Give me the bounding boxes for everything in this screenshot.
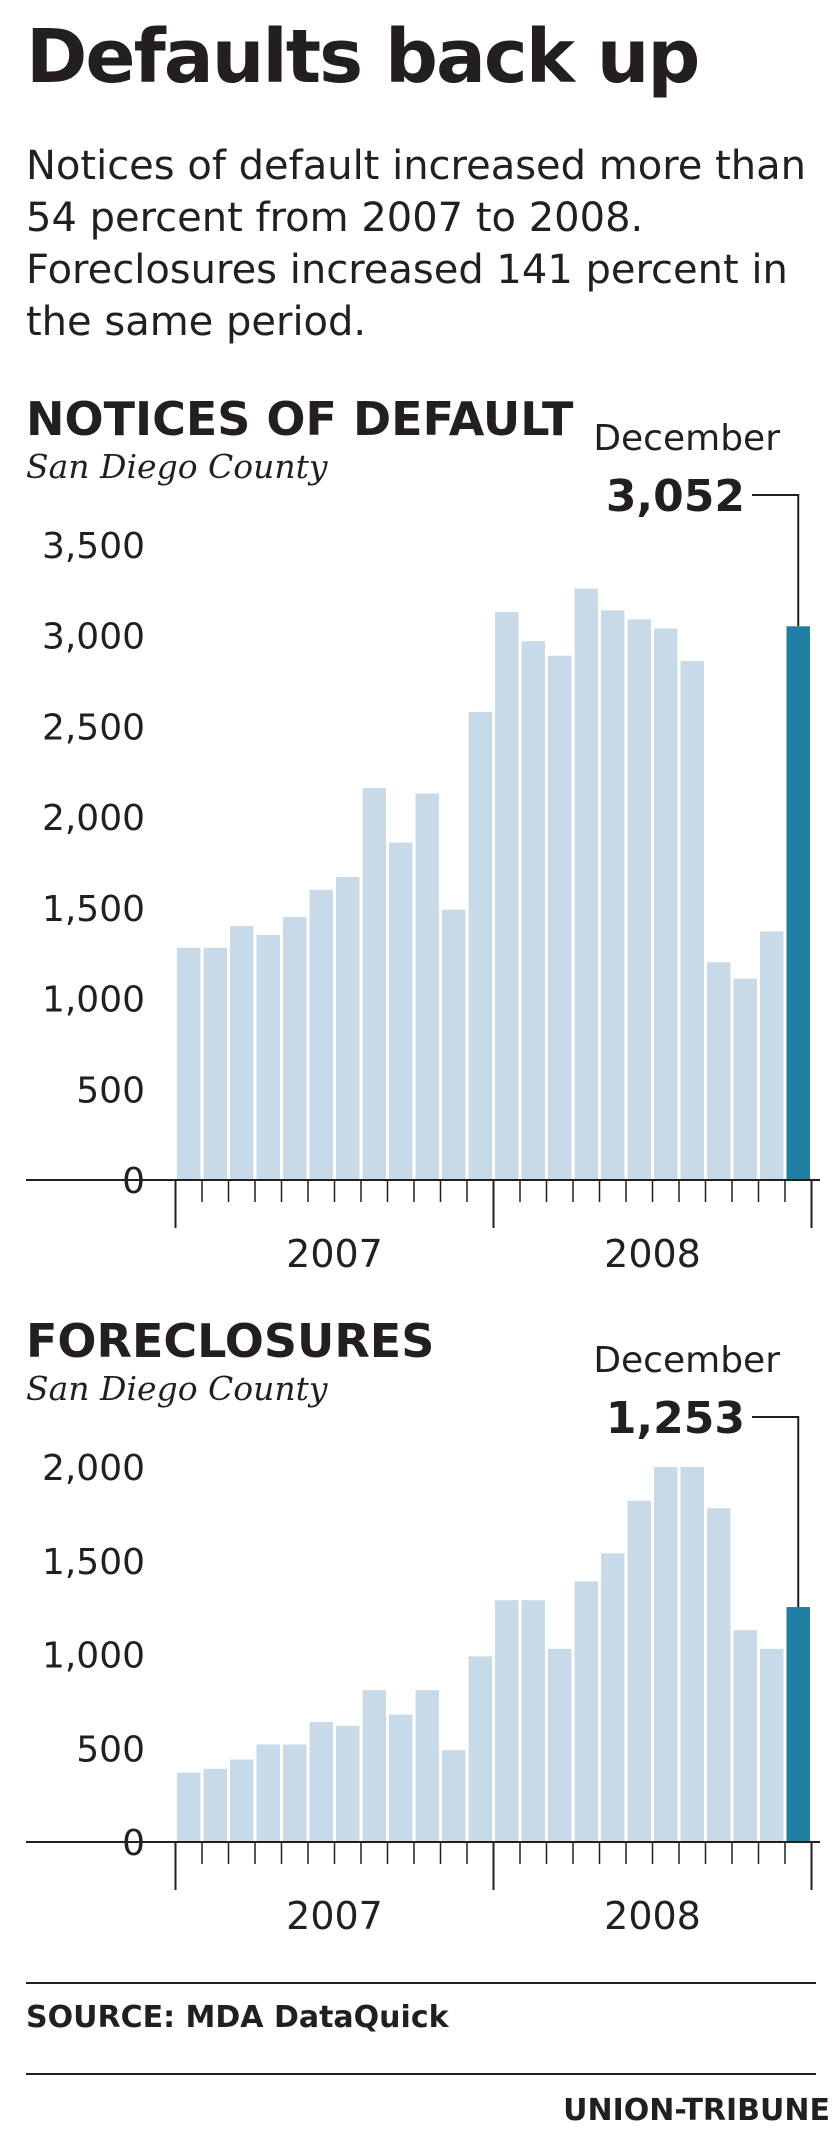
y-tick-label: 1,500	[42, 889, 145, 930]
x-year-label: 2008	[604, 1894, 701, 1938]
bar	[707, 1508, 731, 1842]
bar	[733, 978, 757, 1180]
bar	[336, 877, 360, 1180]
y-tick-label: 1,000	[42, 980, 145, 1021]
bar	[203, 947, 227, 1180]
bar	[283, 916, 307, 1180]
bar	[733, 1630, 757, 1842]
chart-title: FORECLOSURES	[26, 1314, 434, 1368]
bar	[415, 1690, 439, 1842]
y-tick-label: 500	[76, 1729, 145, 1770]
bar	[309, 889, 333, 1180]
bar	[601, 610, 625, 1180]
bar	[362, 788, 386, 1180]
y-tick-label: 1,000	[42, 1636, 145, 1677]
bar	[415, 793, 439, 1180]
headline: Defaults back up	[26, 14, 700, 100]
bar	[362, 1690, 386, 1842]
bar	[548, 1648, 572, 1842]
y-tick-label: 2,000	[42, 1448, 145, 1489]
bar	[707, 962, 731, 1180]
bar	[760, 931, 784, 1180]
y-tick-label: 3,000	[42, 617, 145, 658]
source-note: SOURCE: MDA DataQuick	[26, 2000, 449, 2035]
bar-highlight-december-2008	[786, 626, 810, 1180]
y-tick-label: 1,500	[42, 1542, 145, 1583]
bar	[442, 1750, 466, 1842]
bar	[177, 947, 201, 1180]
bar-highlight-december-2008	[786, 1607, 810, 1842]
bar	[627, 619, 651, 1180]
bar	[230, 1759, 254, 1842]
chart-title: NOTICES OF DEFAULT	[26, 392, 574, 446]
y-tick-label: 500	[76, 1070, 145, 1111]
y-tick-label: 0	[122, 1161, 145, 1202]
source-divider	[26, 1982, 816, 1984]
annotation-label: December	[593, 418, 780, 459]
x-year-label: 2008	[604, 1232, 701, 1270]
intro-text: Notices of default increased more than 5…	[26, 143, 806, 345]
bar	[336, 1725, 360, 1842]
bar	[389, 842, 413, 1180]
bar	[654, 628, 678, 1180]
bar	[230, 926, 254, 1180]
x-year-label: 2007	[286, 1894, 383, 1938]
x-year-label: 2007	[286, 1232, 383, 1270]
bar	[601, 1553, 625, 1842]
bar	[521, 641, 545, 1180]
y-tick-label: 3,500	[42, 526, 145, 567]
bar	[627, 1500, 651, 1842]
chart-subtitle: San Diego County	[26, 1369, 328, 1408]
bar	[495, 1600, 519, 1842]
bar	[468, 711, 492, 1180]
bar	[548, 655, 572, 1180]
bar	[654, 1467, 678, 1842]
y-tick-label: 2,000	[42, 798, 145, 839]
bar	[177, 1772, 201, 1842]
bar	[574, 588, 598, 1180]
bar	[680, 1467, 704, 1842]
bar	[495, 612, 519, 1180]
y-tick-label: 2,500	[42, 707, 145, 748]
annotation-label: December	[593, 1340, 780, 1381]
bar	[283, 1744, 307, 1842]
bar	[442, 909, 466, 1180]
chart-subtitle: San Diego County	[26, 447, 328, 486]
bar	[309, 1722, 333, 1842]
credit-line: UNION-TRIBUNE	[563, 2093, 830, 2128]
bar	[389, 1714, 413, 1842]
bar	[680, 661, 704, 1180]
credit-divider	[26, 2073, 816, 2075]
bar	[203, 1768, 227, 1842]
bar	[521, 1600, 545, 1842]
y-tick-label: 0	[122, 1823, 145, 1864]
bar	[760, 1648, 784, 1842]
annotation-leader-line	[752, 1416, 800, 1608]
annotation-leader-line	[752, 494, 800, 627]
annotation-value: 3,052	[606, 471, 745, 522]
bar	[256, 935, 280, 1180]
bar	[574, 1581, 598, 1842]
annotation-value: 1,253	[606, 1393, 745, 1444]
bar	[256, 1744, 280, 1842]
bar	[468, 1656, 492, 1842]
